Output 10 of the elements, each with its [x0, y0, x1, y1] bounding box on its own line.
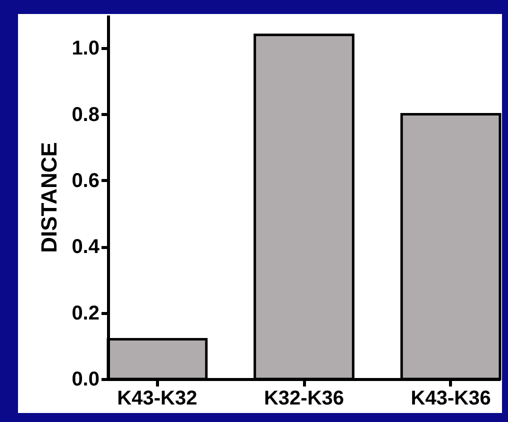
- y-tick-label: 0.4: [72, 236, 100, 258]
- y-tick-label: 1.0: [72, 38, 100, 60]
- x-tick-label: K43-K32: [117, 388, 198, 410]
- y-tick-label: 0.2: [72, 302, 100, 324]
- x-tick-label: K43-K36: [410, 388, 491, 410]
- x-tick-label: K32-K36: [264, 388, 344, 410]
- y-tick-label: 0.8: [72, 104, 100, 126]
- y-tick-label: 0.6: [72, 170, 100, 192]
- y-axis-title: DISTANCE: [36, 142, 62, 253]
- y-tick-label: 0.0: [72, 368, 100, 390]
